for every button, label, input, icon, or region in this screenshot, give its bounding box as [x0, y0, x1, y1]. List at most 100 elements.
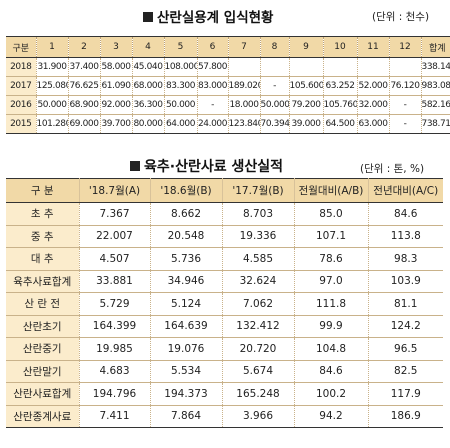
- row-label: 산 란 전: [6, 292, 79, 316]
- table-cell: 63.000: [356, 114, 389, 134]
- table2-header-cell: 전월대비(A/B): [293, 178, 368, 203]
- table1-header-row: 구분 1 2 3 4 5 6 7 8 9 10 11 12 합계: [6, 36, 450, 58]
- table-cell: 5.736: [149, 247, 222, 271]
- table-cell: 5.674: [221, 360, 294, 383]
- table-cell: 33.881: [78, 270, 150, 293]
- table1-unit: (단위 : 천수): [372, 11, 430, 23]
- square-bullet-icon: [130, 161, 140, 171]
- table-cell: 4.507: [78, 247, 150, 271]
- table1-header-cell: 2: [67, 36, 100, 58]
- table-cell: 19.076: [149, 337, 222, 361]
- row-label: 육추사료합계: [6, 270, 79, 293]
- table-cell: 58.000: [99, 57, 132, 77]
- table-cell: -: [196, 95, 228, 115]
- table-cell: 32.624: [221, 270, 294, 293]
- table-cell: 5.729: [78, 292, 150, 316]
- table-cell: -: [388, 114, 421, 134]
- table1-header-cell: 4: [131, 36, 164, 58]
- table2-header-cell: '18.7월(A): [78, 178, 150, 203]
- table-cell: 61.090: [99, 76, 132, 96]
- table-cell: 84.6: [293, 360, 368, 383]
- table-cell: 20.548: [149, 225, 222, 248]
- table-cell: 100.2: [293, 382, 368, 406]
- table2-header-cell: '18.6월(B): [149, 178, 222, 203]
- table-cell: 117.9: [367, 382, 443, 406]
- table-cell: 83.300: [163, 76, 197, 96]
- table-row: 중 추 22.007 20.548 19.336 107.1 113.8: [6, 225, 443, 248]
- table-cell: 7.062: [221, 292, 294, 316]
- table-cell: 97.0: [293, 270, 368, 293]
- table-cell: 31.900: [35, 57, 68, 77]
- table1-header-cell: 3: [99, 36, 132, 58]
- table-cell: 194.373: [149, 382, 222, 406]
- table1-header-cell: 10: [322, 36, 357, 58]
- table-cell: [322, 57, 357, 77]
- row-label: 산란종계사료: [6, 405, 79, 428]
- table-row: 산란초기 164.399 164.639 132.412 99.9 124.2: [6, 315, 443, 338]
- table-cell: 7.367: [78, 202, 150, 226]
- table2-header-cell: 구 분: [6, 178, 79, 203]
- table-row: 산란중기 19.985 19.076 20.720 104.8 96.5: [6, 337, 443, 361]
- table-cell: 52.000: [356, 76, 389, 96]
- table-row: 육추사료합계 33.881 34.946 32.624 97.0 103.9: [6, 270, 443, 293]
- table-cell: 39.000: [288, 114, 323, 134]
- intake-status-table: 구분 1 2 3 4 5 6 7 8 9 10 11 12 합계 2018 31.900 37.400 58.0…: [6, 36, 450, 134]
- table-cell: 92.000: [99, 95, 132, 115]
- table-cell: 738.714: [420, 114, 450, 134]
- table-cell: 81.1: [367, 292, 443, 316]
- table-cell: -: [259, 76, 289, 96]
- table-cell: 94.2: [293, 405, 368, 428]
- table-row: 산 란 전 5.729 5.124 7.062 111.8 81.1: [6, 292, 443, 316]
- table-cell: 7.864: [149, 405, 222, 428]
- table1-header-cell: 8: [259, 36, 289, 58]
- table-cell: 105.760: [322, 95, 357, 115]
- table-cell: 36.300: [131, 95, 164, 115]
- table-cell: 45.040: [131, 57, 164, 77]
- table-cell: [288, 57, 323, 77]
- square-bullet-icon: [143, 12, 153, 22]
- table-cell: 34.946: [149, 270, 222, 293]
- table-cell: 4.585: [221, 247, 294, 271]
- table-row: 2017 125.080 76.625 61.090 68.000 83.300 83.00…: [6, 76, 450, 96]
- table-cell: 98.3: [367, 247, 443, 271]
- table-row: 초 추 7.367 8.662 8.703 85.0 84.6: [6, 202, 443, 226]
- row-label: 2017: [6, 76, 36, 96]
- table-cell: 50.000: [35, 95, 68, 115]
- table-cell: 20.720: [221, 337, 294, 361]
- table-cell: 32.000: [356, 95, 389, 115]
- table-cell: 983.087: [420, 76, 450, 96]
- table-cell: 338.140: [420, 57, 450, 77]
- table-cell: 111.8: [293, 292, 368, 316]
- table-cell: 8.703: [221, 202, 294, 226]
- table-cell: 18.000: [227, 95, 260, 115]
- table1-header-cell: 5: [163, 36, 197, 58]
- row-label: 산란중기: [6, 337, 79, 361]
- table-cell: 19.985: [78, 337, 150, 361]
- table2-header-row: 구 분 '18.7월(A) '18.6월(B) '17.7월(B) 전월대비(A/B) 전…: [6, 178, 443, 203]
- table-row: 산란종계사료 7.411 7.864 3.966 94.2 186.9: [6, 405, 443, 428]
- table-cell: 83.000: [196, 76, 228, 96]
- table-cell: 101.280: [35, 114, 68, 134]
- table-cell: 64.500: [322, 114, 357, 134]
- table-cell: 194.796: [78, 382, 150, 406]
- table-cell: 164.399: [78, 315, 150, 338]
- table-row: 산란말기 4.683 5.534 5.674 84.6 82.5: [6, 360, 443, 383]
- table-cell: 4.683: [78, 360, 150, 383]
- table-cell: 22.007: [78, 225, 150, 248]
- table1-header-cell: 1: [35, 36, 68, 58]
- table-cell: 70.394: [259, 114, 289, 134]
- table-cell: 3.966: [221, 405, 294, 428]
- table1-header-cell: 11: [356, 36, 389, 58]
- table-cell: 5.124: [149, 292, 222, 316]
- table2-header-cell: '17.7월(B): [221, 178, 294, 203]
- table-cell: 57.800: [196, 57, 228, 77]
- table-cell: 78.6: [293, 247, 368, 271]
- table-cell: [388, 57, 421, 77]
- table1-header-cell: 9: [288, 36, 323, 58]
- table-row: 산란사료합계 194.796 194.373 165.248 100.2 117.9: [6, 382, 443, 406]
- row-label: 2015: [6, 114, 36, 134]
- table-cell: 165.248: [221, 382, 294, 406]
- table-cell: 105.600: [288, 76, 323, 96]
- table-cell: 8.662: [149, 202, 222, 226]
- table-cell: [259, 57, 289, 77]
